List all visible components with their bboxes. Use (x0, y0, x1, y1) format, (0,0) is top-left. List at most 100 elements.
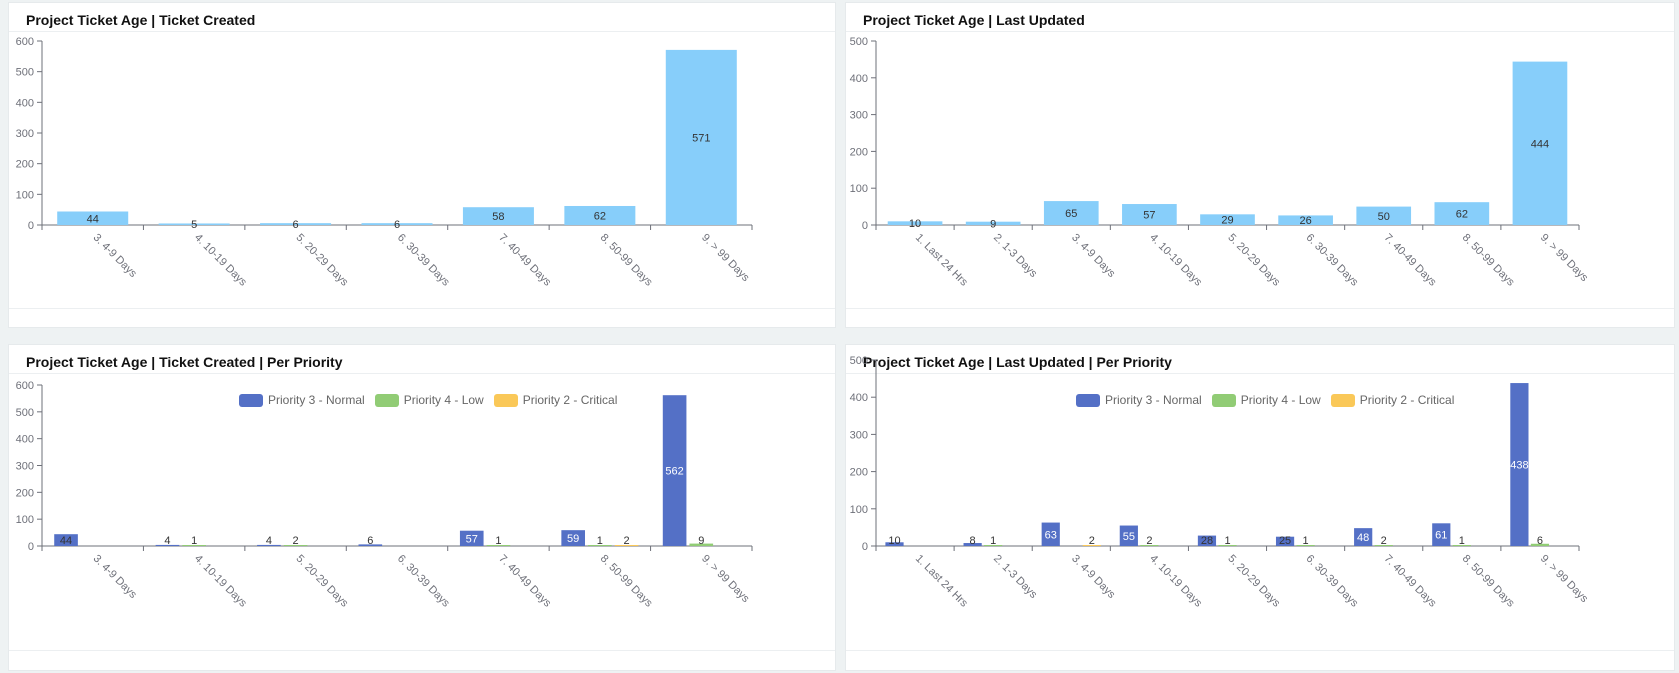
x-tick-label: 3. 4-9 Days (1069, 553, 1118, 602)
bar-value-label: 571 (692, 132, 710, 144)
legend-swatch (374, 393, 399, 407)
y-tick-label: 500 (16, 67, 34, 79)
legend-swatch (493, 393, 518, 407)
bar-value-label: 6 (293, 219, 299, 231)
title-divider (9, 373, 835, 374)
bar-value-label: 4 (164, 535, 170, 547)
chart-legend[interactable]: Priority 3 - Normal Priority 4 - Low Pri… (1076, 393, 1464, 407)
y-tick-label: 500 (850, 355, 868, 367)
y-tick-label: 200 (850, 146, 868, 158)
bar-value-label: 9 (990, 218, 996, 230)
bar-9-99-days (665, 49, 737, 225)
bar-value-label: 6 (367, 535, 373, 547)
x-tick-label: 4. 10-19 Days (192, 232, 249, 289)
legend-item-priority-3-normal[interactable]: Priority 3 - Normal (1076, 393, 1202, 407)
legend-item-priority-4-low[interactable]: Priority 4 - Low (374, 393, 484, 407)
bar-priority-4-low-2-1-3-days (984, 545, 1003, 546)
bar-priority-3-normal-7-40-49-days (1354, 528, 1373, 546)
x-tick-label: 5. 20-29 Days (1225, 553, 1282, 610)
bar-priority-3-normal-6-30-39-days (358, 544, 383, 546)
bar-value-label: 10 (909, 218, 921, 230)
y-tick-label: 500 (16, 407, 34, 419)
bar-priority-3-normal-9-99-days (662, 395, 687, 546)
y-tick-label: 100 (16, 189, 34, 201)
bar-value-label: 2 (1146, 535, 1152, 547)
bar-priority-3-normal-3-4-9-days (54, 534, 78, 546)
x-tick-label: 7. 40-49 Days (496, 232, 553, 289)
x-tick-label: 4. 10-19 Days (1147, 232, 1204, 289)
panel-ticket-created-per-priority: Project Ticket Age | Ticket Created | Pe… (8, 344, 836, 671)
x-tick-label: 4. 10-19 Days (192, 553, 249, 610)
bar-priority-3-normal-5-20-29-days (1197, 535, 1217, 546)
x-tick-label: 6. 30-39 Days (395, 232, 452, 289)
bar-priority-4-low-5-20-29-days (1218, 545, 1237, 546)
x-tick-label: 2. 1-3 Days (991, 553, 1040, 602)
bar-value-label: 58 (492, 211, 504, 223)
bar-priority-3-normal-2-1-3-days (963, 543, 982, 546)
legend-item-priority-2-critical[interactable]: Priority 2 - Critical (493, 393, 617, 407)
bar-value-label: 438 (1510, 460, 1528, 472)
panel-footer-divider (9, 650, 835, 651)
bar-value-label: 62 (1456, 209, 1468, 221)
x-tick-label: 1. Last 24 Hrs (913, 553, 970, 610)
y-tick-label: 200 (16, 159, 34, 171)
y-tick-label: 100 (16, 514, 34, 526)
bar-value-label: 28 (1201, 535, 1213, 547)
bar-priority-3-normal-6-30-39-days (1275, 536, 1295, 546)
bar-3-4-9-days (1043, 201, 1099, 225)
bar-priority-4-low-8-50-99-days (588, 545, 612, 546)
bar-value-label: 10 (888, 535, 900, 547)
bar-7-40-49-days (462, 207, 534, 225)
panel-title: Project Ticket Age | Last Updated | Per … (863, 354, 1172, 370)
legend-item-priority-4-low[interactable]: Priority 4 - Low (1211, 393, 1321, 407)
ticket-created-bar-chart: 0 100 200 300 400 500 600 3. 4-9 Days 4. 10-19 D… (16, 36, 753, 289)
panel-footer-divider (846, 650, 1674, 651)
bar-priority-3-normal-4-10-19-days (155, 544, 180, 546)
x-tick-label: 3. 4-9 Days (91, 232, 140, 281)
legend-item-priority-2-critical[interactable]: Priority 2 - Critical (1330, 393, 1455, 407)
bar-value-label: 62 (594, 210, 606, 222)
bar-1-last-24-hrs (887, 221, 943, 225)
x-tick-label: 7. 40-49 Days (1382, 232, 1439, 289)
x-tick-label: 2. 1-3 Days (991, 232, 1040, 281)
bar-value-label: 63 (1045, 529, 1057, 541)
title-divider (9, 31, 835, 32)
x-tick-label: 5. 20-29 Days (1225, 232, 1282, 289)
bar-value-label: 65 (1065, 208, 1077, 220)
legend-label: Priority 2 - Critical (1359, 393, 1455, 407)
bar-value-label: 25 (1279, 535, 1291, 547)
chart-legend[interactable]: Priority 3 - Normal Priority 4 - Low Pri… (239, 393, 627, 407)
bar-value-label: 6 (394, 219, 400, 231)
y-tick-label: 400 (16, 97, 34, 109)
bar-value-label: 50 (1378, 211, 1390, 223)
bar-priority-4-low-7-40-49-days (486, 545, 511, 546)
bar-2-1-3-days (965, 221, 1021, 225)
title-divider (846, 373, 1674, 374)
x-tick-label: 8. 50-99 Days (598, 553, 655, 610)
x-tick-label: 1. Last 24 Hrs (913, 232, 970, 289)
panel-title: Project Ticket Age | Last Updated (863, 12, 1085, 28)
bar-value-label: 4 (266, 535, 272, 547)
legend-label: Priority 4 - Low (1240, 393, 1321, 407)
bar-priority-4-low-4-10-19-days (1140, 545, 1159, 546)
bar-priority-3-normal-1-last-24-hrs (885, 542, 904, 546)
bar-value-label: 57 (1143, 210, 1155, 222)
last-updated-bar-chart: 0 100 200 300 400 500 1. Last 24 Hrs 2. 1-3 Day… (850, 36, 1591, 289)
bar-value-label: 61 (1435, 530, 1447, 542)
panel-last-updated-per-priority: Project Ticket Age | Last Updated | Per … (845, 344, 1675, 671)
x-tick-label: 8. 50-99 Days (1460, 232, 1517, 289)
bar-value-label: 8 (970, 535, 976, 547)
legend-item-priority-3-normal[interactable]: Priority 3 - Normal (239, 393, 365, 407)
bar-value-label: 44 (60, 535, 72, 547)
panel-footer-divider (9, 308, 835, 309)
panel-title: Project Ticket Age | Ticket Created | Pe… (26, 354, 343, 370)
bar-priority-3-normal-7-40-49-days (459, 530, 484, 546)
bar-value-label: 2 (623, 535, 629, 547)
y-tick-label: 100 (850, 504, 868, 516)
bar-priority-4-low-6-30-39-days (1296, 545, 1315, 546)
bar-value-label: 1 (1459, 535, 1465, 547)
bar-6-30-39-days (1278, 215, 1333, 225)
last-updated-per-priority-chart: 0 100 200 300 400 500 1. Last 24 Hrs 2. 1-3 Day… (850, 355, 1591, 610)
x-tick-label: 5. 20-29 Days (293, 232, 350, 289)
y-tick-label: 400 (850, 392, 868, 404)
